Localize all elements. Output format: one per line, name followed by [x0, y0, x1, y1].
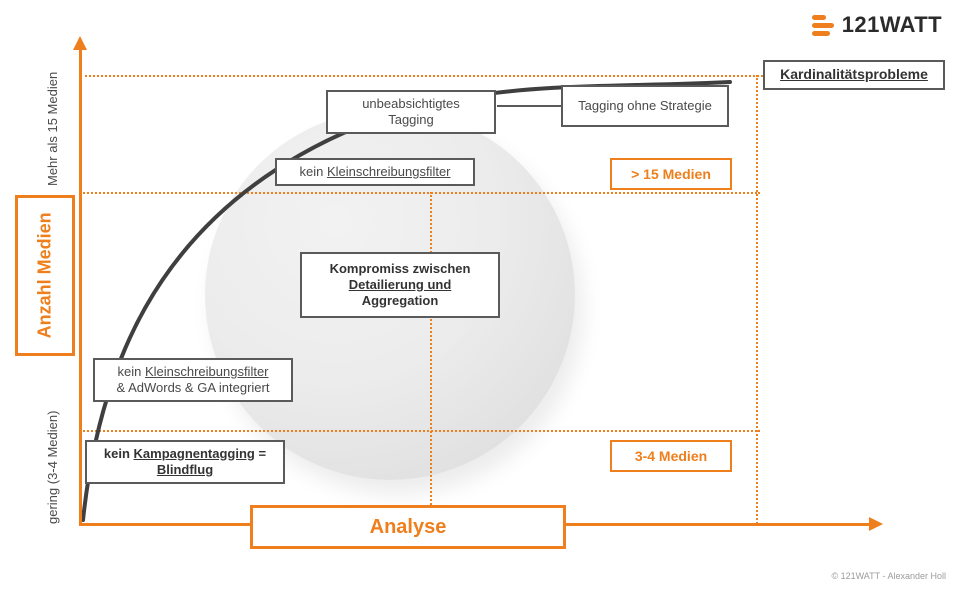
- box-tagging-no-strategy: Tagging ohne Strategie: [561, 85, 729, 127]
- box-adwords-text: kein Kleinschreibungsfilter & AdWords & …: [117, 364, 270, 397]
- diagram-stage: gering (3-4 Medien) Mehr als 15 Medien A…: [0, 0, 960, 589]
- x-axis-arrow: [869, 517, 883, 531]
- zone-high-media: > 15 Medien: [610, 158, 732, 190]
- x-axis-title-box: Analyse: [250, 505, 566, 549]
- y-high-label: Mehr als 15 Medien: [45, 72, 60, 186]
- box-kompromiss-text: Kompromiss zwischen Detailierung und Agg…: [330, 261, 471, 310]
- box-blindflug: kein Kampagnentagging = Blindflug: [85, 440, 285, 484]
- guide-h-mid: [80, 192, 760, 194]
- guide-v-right: [756, 75, 758, 524]
- brand-logo-text: 121WATT: [842, 12, 942, 38]
- box-adwords: kein Kleinschreibungsfilter & AdWords & …: [93, 358, 293, 402]
- box-kein-filter-text: kein Kleinschreibungsfilter: [299, 164, 450, 180]
- x-axis-title: Analyse: [370, 516, 447, 539]
- copyright: © 121WATT - Alexander Holl: [831, 571, 946, 581]
- y-low-label: gering (3-4 Medien): [45, 411, 60, 524]
- y-axis-title: Anzahl Medien: [35, 212, 56, 338]
- box-connector: [497, 105, 561, 107]
- y-axis: [79, 48, 82, 526]
- box-unbeabsichtigtes-text: unbeabsichtigtes Tagging: [362, 96, 460, 129]
- y-axis-arrow: [73, 36, 87, 50]
- brand-logo: 121WATT: [812, 12, 942, 38]
- box-kardinal: Kardinalitätsprobleme: [763, 60, 945, 90]
- box-blindflug-text: kein Kampagnentagging = Blindflug: [104, 446, 266, 479]
- zone-low-media: 3-4 Medien: [610, 440, 732, 472]
- guide-v-mid: [430, 192, 432, 524]
- box-kardinal-text: Kardinalitätsprobleme: [780, 66, 928, 84]
- brand-logo-icon: [812, 15, 834, 36]
- y-axis-title-box: Anzahl Medien: [15, 195, 75, 356]
- box-tagging-no-strategy-text: Tagging ohne Strategie: [578, 98, 712, 114]
- box-kein-filter: kein Kleinschreibungsfilter: [275, 158, 475, 186]
- guide-h-low: [80, 430, 760, 432]
- box-kompromiss: Kompromiss zwischen Detailierung und Agg…: [300, 252, 500, 318]
- box-unbeabsichtigtes: unbeabsichtigtes Tagging: [326, 90, 496, 134]
